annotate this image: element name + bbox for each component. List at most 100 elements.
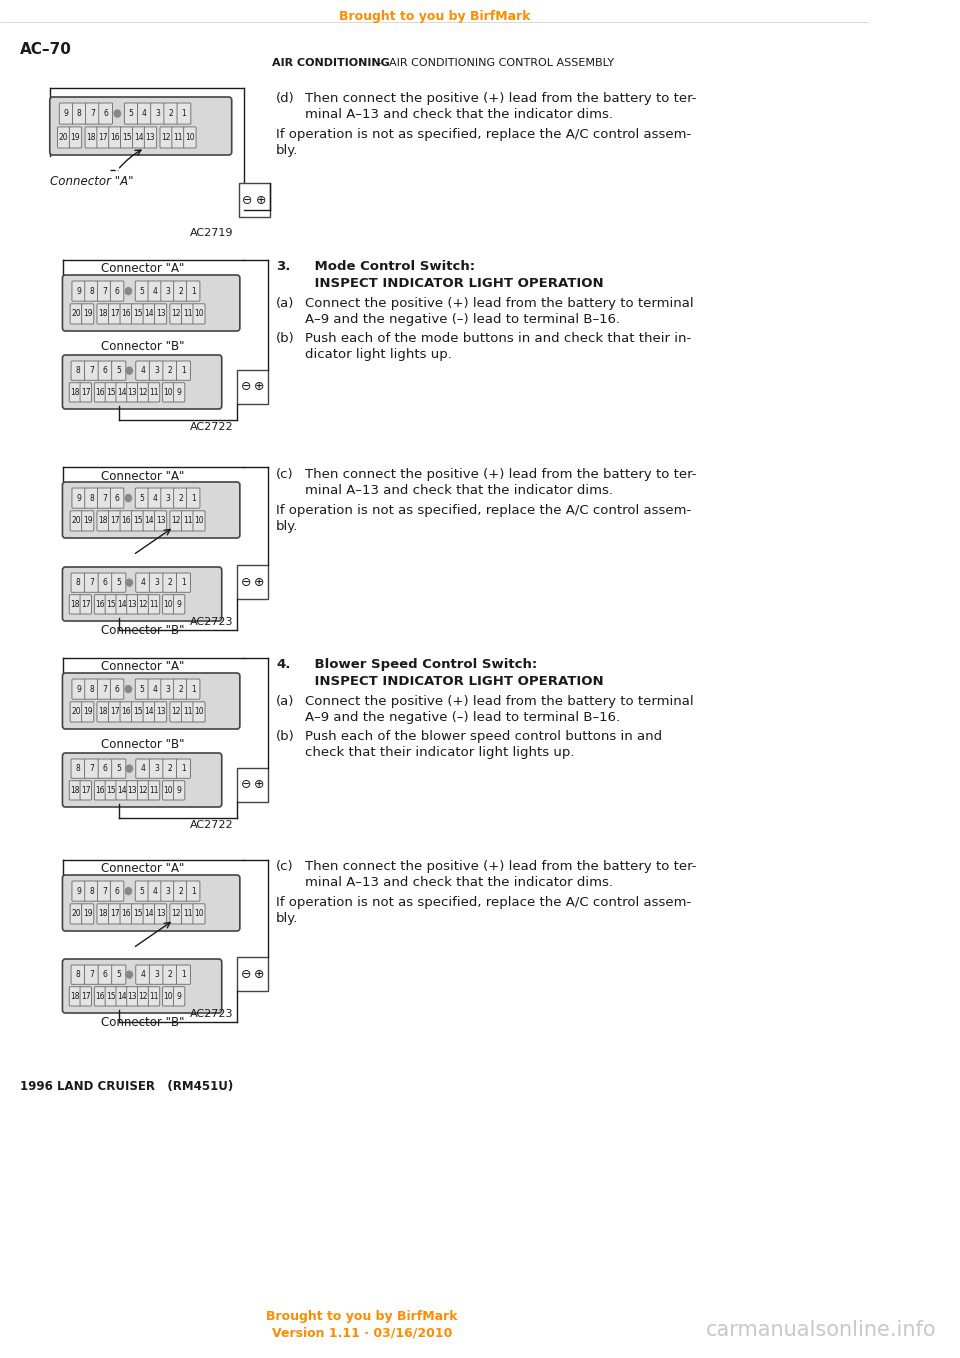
Text: Connector "B": Connector "B" [102, 1016, 185, 1029]
FancyBboxPatch shape [108, 904, 121, 923]
FancyBboxPatch shape [71, 759, 85, 778]
FancyBboxPatch shape [62, 276, 240, 331]
Text: 6: 6 [104, 109, 108, 118]
Circle shape [126, 579, 132, 587]
FancyBboxPatch shape [161, 881, 175, 902]
Text: 1: 1 [191, 493, 196, 502]
FancyBboxPatch shape [148, 881, 161, 902]
Text: bly.: bly. [276, 913, 299, 925]
FancyBboxPatch shape [70, 904, 83, 923]
FancyBboxPatch shape [135, 281, 149, 301]
Text: 9: 9 [76, 684, 82, 694]
Text: 18: 18 [70, 600, 80, 608]
Text: 11: 11 [149, 388, 158, 397]
FancyBboxPatch shape [127, 383, 138, 402]
Text: 12: 12 [171, 310, 180, 318]
FancyBboxPatch shape [80, 383, 91, 402]
Text: 3: 3 [154, 970, 158, 979]
Text: 4: 4 [153, 493, 157, 502]
Text: 4: 4 [140, 970, 145, 979]
FancyBboxPatch shape [135, 679, 149, 699]
Text: 11: 11 [182, 708, 192, 717]
Text: 13: 13 [156, 310, 165, 318]
Text: 18: 18 [86, 133, 96, 143]
FancyBboxPatch shape [161, 488, 175, 508]
FancyBboxPatch shape [116, 595, 128, 614]
FancyBboxPatch shape [84, 679, 98, 699]
Text: ⊖: ⊖ [241, 967, 251, 980]
Text: 13: 13 [128, 600, 137, 608]
Text: 19: 19 [83, 310, 92, 318]
Text: Then connect the positive (+) lead from the battery to ter-: Then connect the positive (+) lead from … [305, 469, 697, 481]
Text: 1: 1 [181, 367, 186, 375]
Text: 10: 10 [194, 708, 204, 717]
Text: 5: 5 [116, 765, 121, 773]
FancyBboxPatch shape [143, 904, 156, 923]
Text: 3: 3 [156, 109, 160, 118]
Text: 15: 15 [132, 310, 142, 318]
Text: 16: 16 [95, 388, 105, 397]
Text: 13: 13 [156, 708, 165, 717]
Bar [237, 769, 268, 803]
Text: 5: 5 [116, 579, 121, 587]
FancyBboxPatch shape [97, 304, 109, 325]
FancyBboxPatch shape [94, 595, 106, 614]
Circle shape [125, 494, 132, 501]
Text: 2: 2 [168, 109, 173, 118]
Text: 15: 15 [106, 786, 115, 794]
FancyBboxPatch shape [72, 488, 85, 508]
FancyBboxPatch shape [116, 987, 128, 1006]
Text: 5: 5 [139, 887, 144, 895]
Text: 16: 16 [110, 133, 120, 143]
Text: ⊕: ⊕ [256, 193, 266, 206]
FancyBboxPatch shape [62, 568, 222, 621]
Text: Brought to you by BirfMark: Brought to you by BirfMark [339, 10, 530, 23]
FancyBboxPatch shape [106, 383, 116, 402]
Text: 13: 13 [128, 786, 137, 794]
Text: ⊕: ⊕ [254, 967, 265, 980]
Text: 6: 6 [103, 970, 108, 979]
Text: 4: 4 [142, 109, 147, 118]
FancyBboxPatch shape [121, 126, 132, 148]
FancyBboxPatch shape [174, 679, 187, 699]
Text: 16: 16 [121, 310, 131, 318]
Text: 17: 17 [81, 600, 90, 608]
Text: 1: 1 [191, 887, 196, 895]
FancyBboxPatch shape [174, 781, 185, 800]
Text: 2: 2 [178, 493, 182, 502]
FancyBboxPatch shape [174, 881, 187, 902]
FancyBboxPatch shape [62, 752, 222, 807]
Text: (d): (d) [276, 92, 295, 105]
Text: Connector "B": Connector "B" [102, 340, 185, 353]
FancyBboxPatch shape [106, 781, 116, 800]
Text: A–9 and the negative (–) lead to terminal B–16.: A–9 and the negative (–) lead to termina… [305, 712, 620, 724]
Text: 19: 19 [83, 516, 92, 526]
FancyBboxPatch shape [193, 702, 205, 722]
FancyBboxPatch shape [163, 759, 177, 778]
Text: ⊖: ⊖ [242, 193, 252, 206]
Text: 18: 18 [98, 708, 108, 717]
FancyBboxPatch shape [72, 281, 85, 301]
Text: 11: 11 [149, 600, 158, 608]
FancyBboxPatch shape [84, 966, 99, 985]
Circle shape [125, 288, 132, 295]
FancyBboxPatch shape [170, 904, 182, 923]
FancyBboxPatch shape [69, 383, 81, 402]
Text: 19: 19 [71, 133, 81, 143]
Text: Connect the positive (+) lead from the battery to terminal: Connect the positive (+) lead from the b… [305, 297, 694, 310]
Text: check that their indicator light lights up.: check that their indicator light lights … [305, 746, 574, 759]
FancyBboxPatch shape [137, 781, 149, 800]
Text: 7: 7 [102, 684, 107, 694]
FancyBboxPatch shape [82, 511, 94, 531]
Text: 8: 8 [89, 287, 94, 296]
FancyBboxPatch shape [62, 959, 222, 1013]
FancyBboxPatch shape [111, 759, 126, 778]
Text: 7: 7 [89, 579, 94, 587]
FancyBboxPatch shape [137, 103, 152, 124]
FancyBboxPatch shape [127, 781, 138, 800]
Text: 17: 17 [81, 388, 90, 397]
Text: 10: 10 [194, 910, 204, 918]
FancyBboxPatch shape [82, 702, 94, 722]
Text: INSPECT INDICATOR LIGHT OPERATION: INSPECT INDICATOR LIGHT OPERATION [296, 675, 604, 689]
Text: Connector "B": Connector "B" [102, 737, 185, 751]
